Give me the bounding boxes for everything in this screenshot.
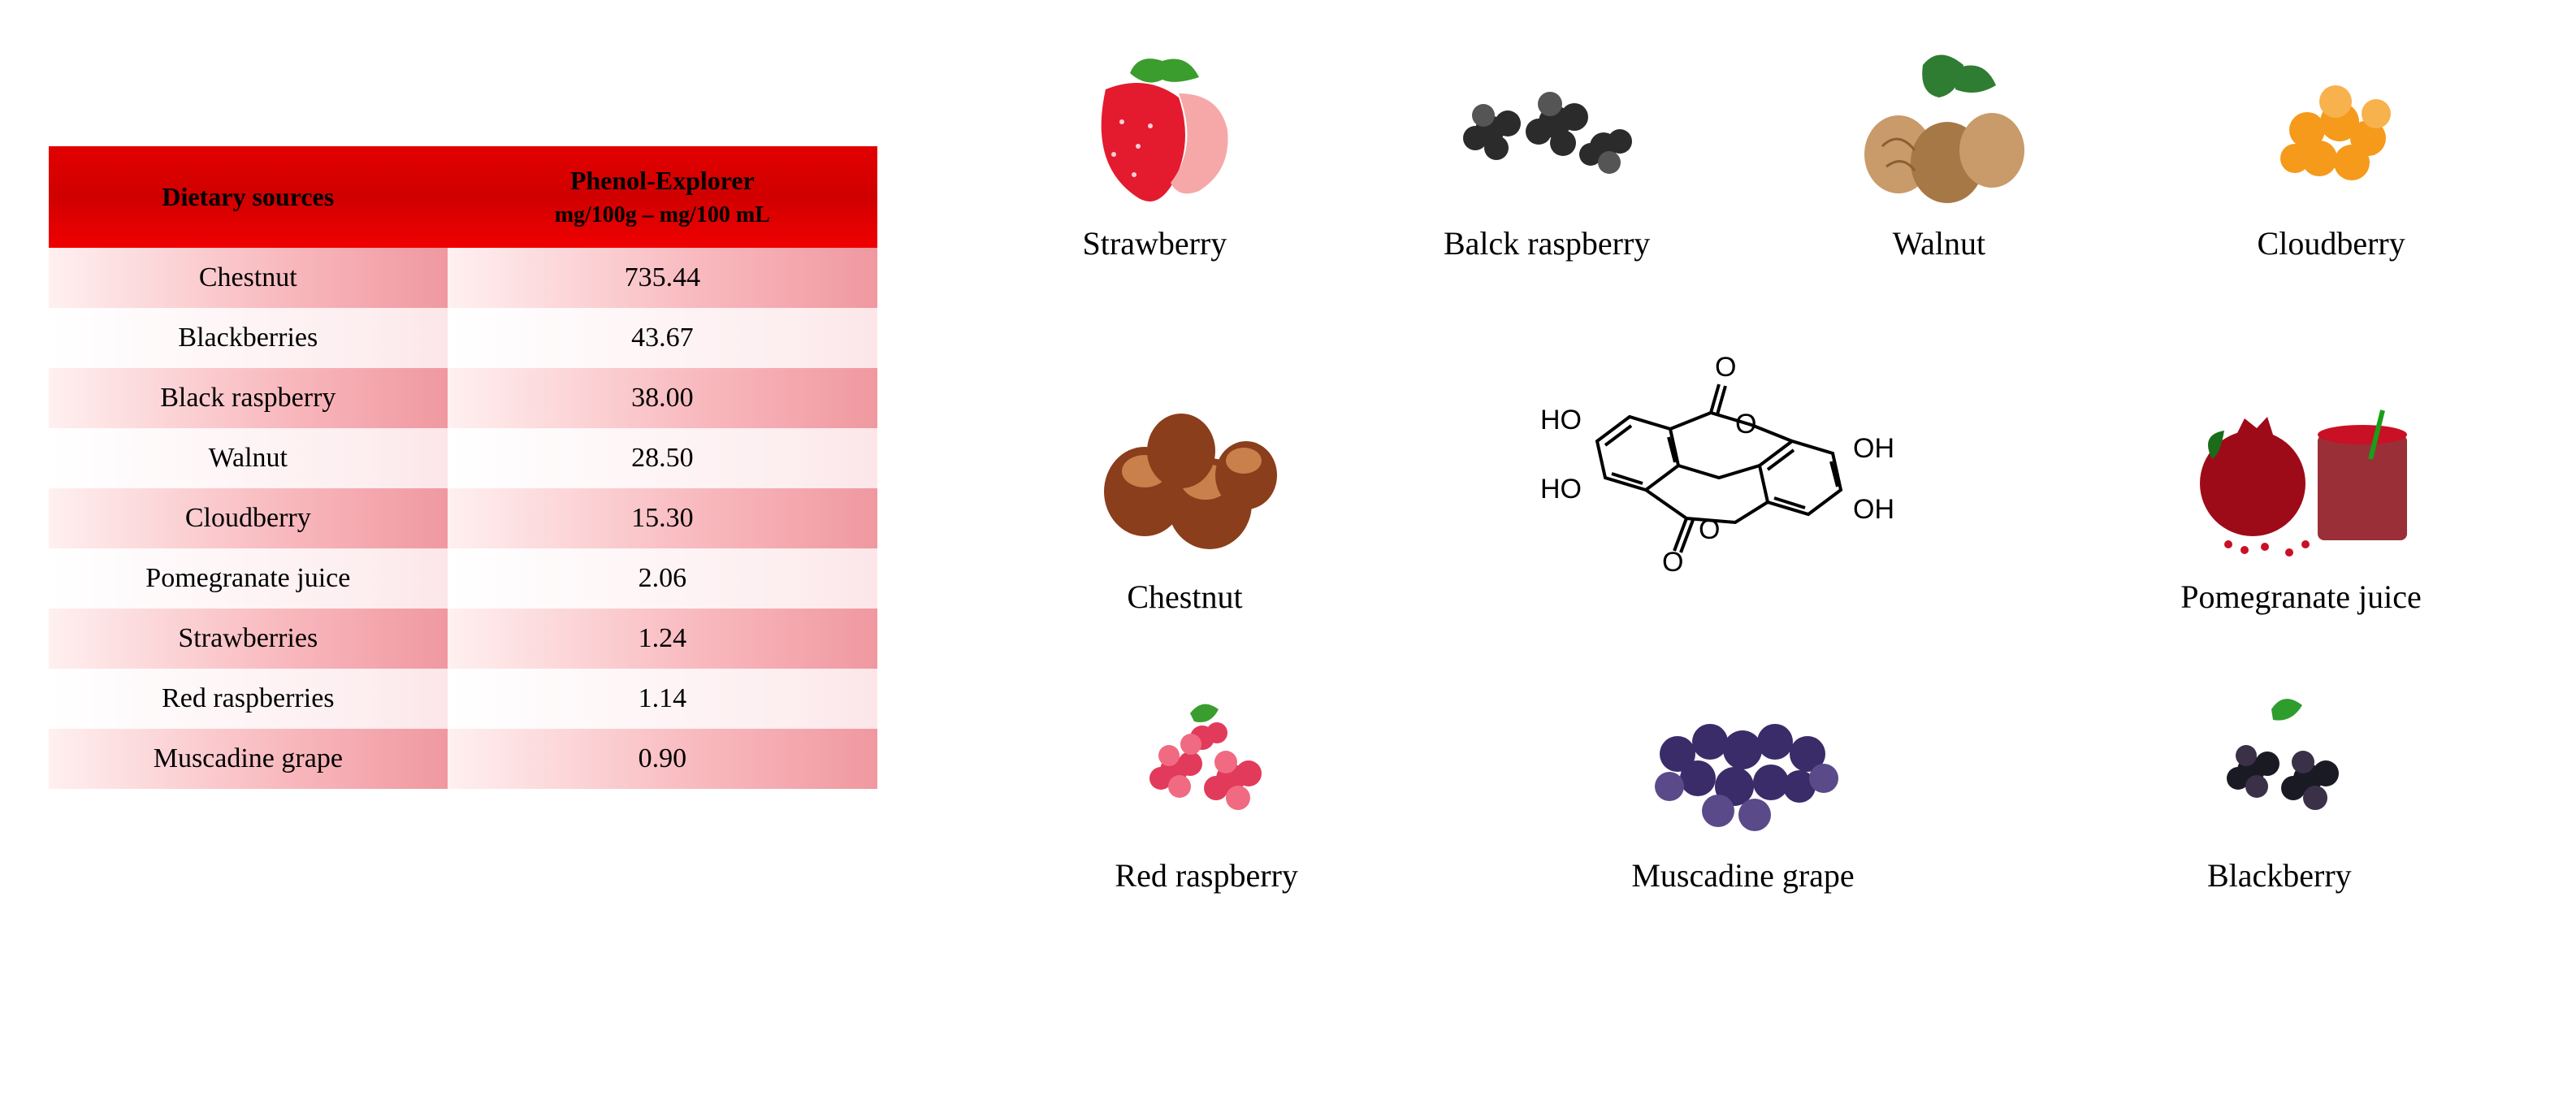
svg-text:OH: OH <box>1853 494 1894 525</box>
item-cloudberry: Cloudberry <box>2185 49 2478 262</box>
table-row: Black raspberry38.00 <box>49 368 877 428</box>
th-phenol: Phenol-Explorer mg/100g – mg/100 mL <box>448 146 877 248</box>
cell-source: Red raspberries <box>49 669 448 729</box>
table-row: Walnut28.50 <box>49 428 877 488</box>
red-raspberry-icon <box>1101 681 1312 843</box>
th-sources: Dietary sources <box>49 146 448 248</box>
table-row: Chestnut735.44 <box>49 248 877 308</box>
item-pomegranate: Pomegranate juice <box>2155 378 2448 616</box>
cell-source: Black raspberry <box>49 368 448 428</box>
cell-source: Pomegranate juice <box>49 548 448 609</box>
gallery-row: Chestnut <box>959 319 2527 616</box>
gallery-row: Strawberry Balck raspberry Walnut <box>959 49 2527 262</box>
black-raspberry-icon <box>1441 49 1652 211</box>
th-sources-label: Dietary sources <box>162 182 334 211</box>
caption: Walnut <box>1793 224 2085 262</box>
cell-source: Chestnut <box>49 248 448 308</box>
cell-value: 1.24 <box>448 609 877 669</box>
dietary-sources-table: Dietary sources Phenol-Explorer mg/100g … <box>49 146 877 789</box>
svg-text:HO: HO <box>1540 474 1582 505</box>
caption: Balck raspberry <box>1401 224 1693 262</box>
cell-value: 28.50 <box>448 428 877 488</box>
item-red-raspberry: Red raspberry <box>1060 681 1353 895</box>
food-gallery: Strawberry Balck raspberry Walnut <box>959 49 2527 895</box>
svg-text:HO: HO <box>1540 405 1582 435</box>
svg-text:O: O <box>1699 514 1720 545</box>
svg-text:O: O <box>1715 352 1736 383</box>
th-phenol-line1: Phenol-Explorer <box>570 166 755 195</box>
cell-value: 1.14 <box>448 669 877 729</box>
caption: Blackberry <box>2133 856 2426 895</box>
svg-text:OH: OH <box>1853 433 1894 464</box>
caption: Red raspberry <box>1060 856 1353 895</box>
cell-value: 2.06 <box>448 548 877 609</box>
cell-source: Cloudberry <box>49 488 448 548</box>
item-muscadine: Muscadine grape <box>1556 673 1929 895</box>
ellagic-acid-structure-icon: HO HO O O O O OH OH <box>1491 319 1946 612</box>
cell-source: Strawberries <box>49 609 448 669</box>
caption: Strawberry <box>1008 224 1301 262</box>
cell-value: 15.30 <box>448 488 877 548</box>
cell-value: 0.90 <box>448 729 877 789</box>
caption: Cloudberry <box>2185 224 2478 262</box>
item-strawberry: Strawberry <box>1008 49 1301 262</box>
cell-value: 38.00 <box>448 368 877 428</box>
chestnut-icon <box>1072 386 1299 565</box>
walnut-icon <box>1834 49 2045 211</box>
th-phenol-line2: mg/100g – mg/100 mL <box>457 202 868 228</box>
table-row: Blackberries43.67 <box>49 308 877 368</box>
svg-text:O: O <box>1662 547 1683 578</box>
table-row: Red raspberries1.14 <box>49 669 877 729</box>
table-row: Strawberries1.24 <box>49 609 877 669</box>
blackberry-icon <box>2174 681 2385 843</box>
cell-source: Walnut <box>49 428 448 488</box>
phenol-table: Dietary sources Phenol-Explorer mg/100g … <box>49 146 877 789</box>
item-molecule: HO HO O O O O OH OH <box>1491 319 1995 616</box>
pomegranate-juice-icon <box>2180 378 2423 565</box>
strawberry-icon <box>1057 49 1252 211</box>
item-blackberry: Blackberry <box>2133 681 2426 895</box>
caption: Muscadine grape <box>1556 856 1929 895</box>
cell-value: 43.67 <box>448 308 877 368</box>
table-row: Cloudberry15.30 <box>49 488 877 548</box>
cell-value: 735.44 <box>448 248 877 308</box>
item-black-raspberry: Balck raspberry <box>1401 49 1693 262</box>
svg-text:O: O <box>1735 409 1756 440</box>
cell-source: Blackberries <box>49 308 448 368</box>
table-row: Muscadine grape0.90 <box>49 729 877 789</box>
item-walnut: Walnut <box>1793 49 2085 262</box>
table-row: Pomegranate juice2.06 <box>49 548 877 609</box>
caption: Chestnut <box>1039 578 1331 616</box>
item-chestnut: Chestnut <box>1039 386 1331 616</box>
caption: Pomegranate juice <box>2155 578 2448 616</box>
cell-source: Muscadine grape <box>49 729 448 789</box>
cloudberry-icon <box>2234 49 2429 211</box>
muscadine-grape-icon <box>1596 673 1889 843</box>
gallery-row: Red raspberry Muscadine grape Blackberry <box>959 673 2527 895</box>
